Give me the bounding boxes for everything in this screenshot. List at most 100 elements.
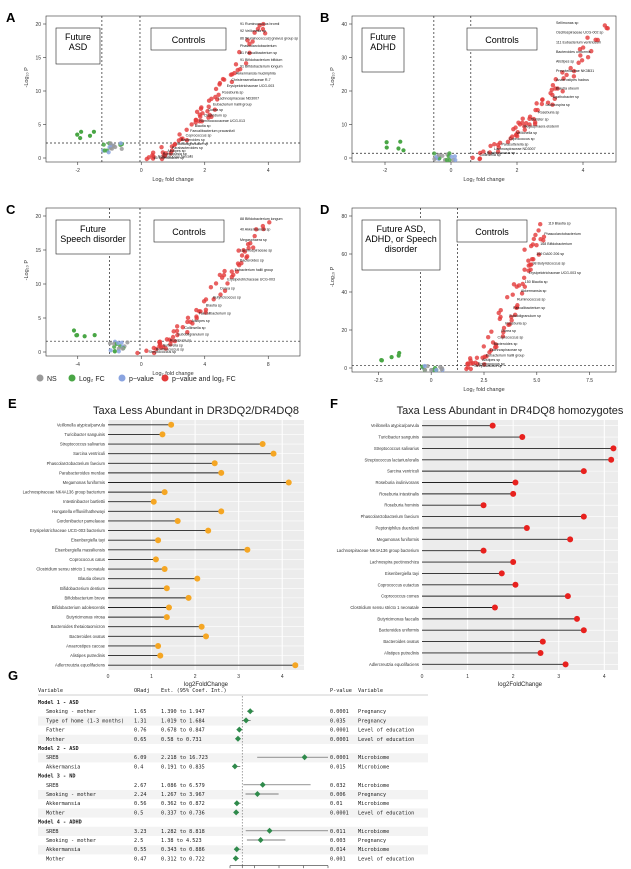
row-variable: Father	[46, 728, 65, 734]
lollipop-point	[150, 498, 157, 505]
lollipop-point	[218, 508, 225, 515]
point-significant	[151, 154, 156, 159]
point-significant	[253, 227, 259, 232]
row-oradj: 3.23	[134, 829, 147, 835]
lollipop-point	[185, 594, 192, 601]
point-significant	[245, 38, 250, 43]
or-point	[243, 717, 250, 724]
row-pvalue: 0.003	[330, 838, 346, 844]
x-tick-label: 2	[512, 674, 515, 680]
taxon-label: Phascolarctobacterium	[240, 44, 277, 48]
header-pvalue: P-value	[330, 688, 352, 694]
group-label-controls: Controls	[485, 35, 519, 45]
point-significant	[220, 76, 226, 82]
point-significant	[184, 127, 189, 133]
point-significant	[470, 155, 475, 161]
point-significant	[487, 150, 493, 155]
point-significant	[480, 355, 485, 360]
point-significant	[497, 316, 503, 322]
taxon-label: Megasphaera elsdenii	[523, 125, 558, 129]
category-label: Streptococcus salivarius	[374, 446, 419, 451]
point-significant	[464, 366, 469, 372]
row-category: Level of education	[358, 810, 414, 816]
plot-background	[422, 420, 618, 670]
header-variable-2: Variable	[358, 688, 383, 694]
taxon-label: 65 Enterobacter sp	[154, 156, 184, 160]
row-oradj: 0.65	[134, 737, 147, 743]
point-significant	[467, 356, 473, 361]
lollipop-panel-F: F Taxa Less Abundant in DR4DQ8 homozygote…	[330, 396, 624, 688]
point-significant	[248, 241, 253, 246]
point-significant	[216, 92, 221, 98]
row-category: Pregnancy	[358, 792, 386, 798]
row-pvalue: 0.0001	[330, 728, 349, 734]
category-label: Alistipes putredinis	[384, 650, 419, 655]
category-label: Hungatella effluvii/hathewayi	[52, 509, 105, 514]
taxon-label: Lachnospiraceae sp	[490, 348, 522, 352]
point-significant	[484, 354, 489, 359]
point-significant	[481, 149, 486, 154]
row-oradj: 1.65	[134, 709, 147, 715]
taxon-label: 91 Bifidobacterium longum	[240, 65, 283, 69]
row-stripe	[38, 826, 428, 836]
point-significant	[549, 87, 555, 92]
taxon-label: Blautia obeum	[556, 86, 579, 90]
lollipop-point	[155, 537, 162, 544]
taxon-label: Coprococcus sp	[498, 336, 524, 340]
point-significant	[552, 96, 557, 102]
lollipop-point	[512, 581, 519, 588]
x-tick-label: 8	[267, 362, 270, 368]
point-significant	[488, 143, 493, 149]
point-significant	[260, 223, 266, 229]
point-nonsignificant	[452, 154, 457, 159]
point-significant	[198, 309, 203, 314]
row-oradj: 0.55	[134, 847, 147, 853]
point-significant	[185, 319, 190, 325]
point-fc-only	[91, 129, 97, 134]
y-tick-label: 20	[35, 214, 41, 220]
row-category: Level of education	[358, 728, 414, 734]
point-nonsignificant	[453, 157, 458, 163]
point-significant	[225, 281, 230, 286]
x-tick-label: 2	[194, 674, 197, 680]
point-nonsignificant	[116, 349, 121, 354]
point-significant	[250, 245, 256, 250]
taxon-label: 98 Butyricicoccus sp	[533, 262, 566, 266]
point-significant	[252, 233, 257, 239]
lollipop-point	[211, 460, 218, 467]
category-label: Bacteroides ovatus	[69, 634, 105, 639]
point-significant	[244, 255, 249, 260]
point-significant	[492, 142, 497, 147]
point-nonsignificant	[432, 151, 437, 156]
row-category: Level of education	[358, 856, 414, 862]
lollipop-point	[512, 479, 519, 486]
point-nonsignificant	[102, 148, 107, 153]
lollipop-point	[610, 445, 617, 452]
point-significant	[521, 275, 527, 281]
point-significant	[213, 86, 219, 92]
point-significant	[593, 37, 598, 42]
or-point	[266, 827, 273, 834]
point-significant	[184, 137, 190, 143]
lollipop-point	[580, 627, 587, 634]
point-fc-only	[87, 133, 93, 138]
taxon-label: Enterococcus faecalis	[158, 155, 193, 159]
panel-letter: C	[6, 202, 16, 217]
taxon-label: Subdoligranulum sp	[509, 314, 541, 318]
x-tick-label: -2	[76, 168, 81, 174]
point-significant	[568, 65, 573, 71]
category-label: Sarcina ventriculi	[387, 469, 419, 474]
x-tick-label: 0	[430, 378, 433, 384]
taxon-label: 91 Bifidobacterium bifidum	[240, 58, 282, 62]
point-significant	[185, 315, 191, 321]
row-oradj: 6.09	[134, 755, 147, 761]
point-significant	[529, 256, 535, 262]
point-nonsignificant	[111, 143, 116, 148]
row-category: Microbiome	[358, 847, 389, 853]
lollipop-point	[259, 441, 266, 448]
lollipop-point	[165, 604, 172, 611]
taxon-label: Roseburia sp	[222, 90, 243, 94]
point-fc-only	[389, 354, 394, 360]
category-label: Veillonella atypica/parvula	[57, 422, 106, 427]
row-oradj: 2.24	[134, 792, 147, 798]
